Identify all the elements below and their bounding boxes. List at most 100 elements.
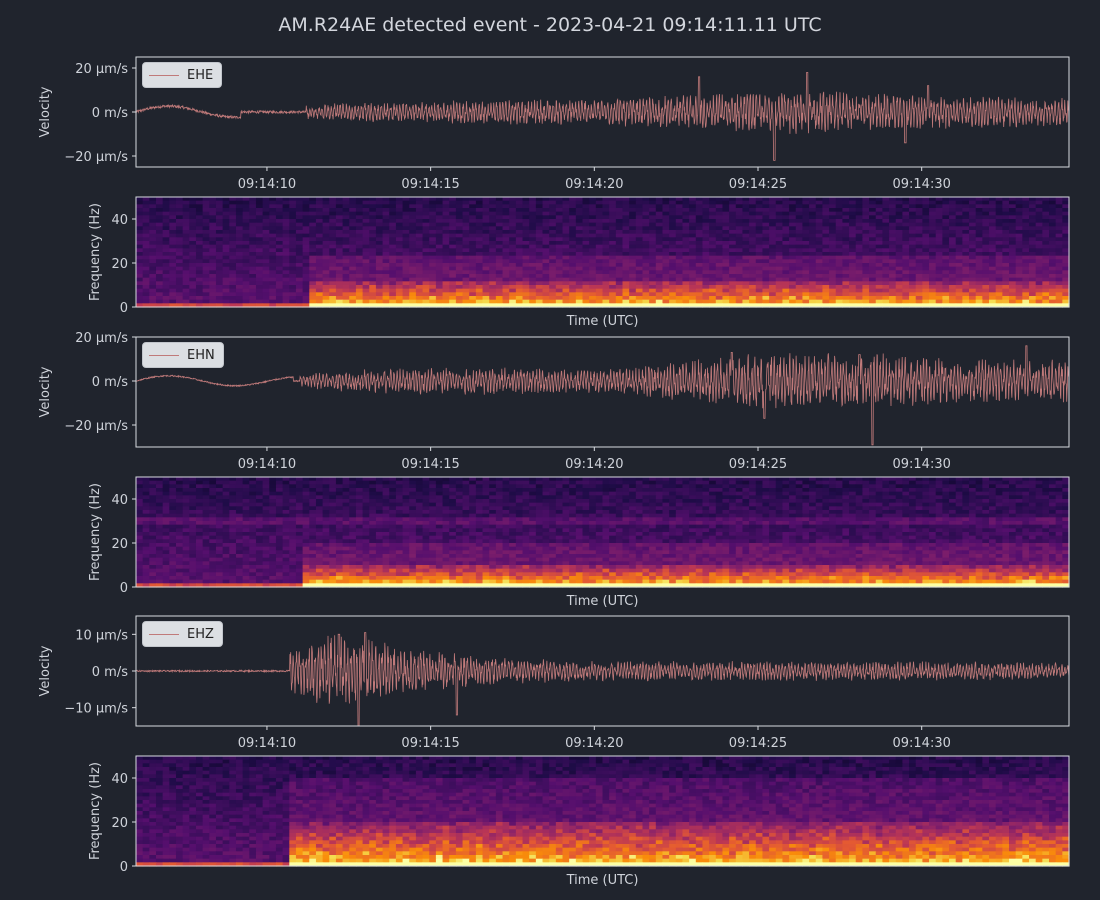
spectrogram-cell [1062, 491, 1070, 496]
spectrogram-cell [675, 230, 684, 235]
spectrogram-cell [169, 211, 177, 216]
spectrogram-cell [149, 477, 157, 482]
spectrogram-cell [382, 244, 390, 249]
spectrogram-cell [842, 237, 850, 242]
spectrogram-cell [909, 200, 917, 205]
spectrogram-cell [702, 281, 710, 286]
spectrogram-cell [609, 484, 617, 489]
spectrogram-cell [722, 215, 730, 220]
spectrogram-cell [469, 244, 477, 249]
spectrogram-cell [582, 266, 590, 271]
spectrogram-cell [215, 255, 224, 260]
spectrogram-cell [675, 237, 684, 242]
spectrogram-cell [855, 491, 863, 496]
spectrogram-cell [829, 299, 837, 304]
spectrogram-cell [1049, 263, 1057, 268]
spectrogram-cell [1015, 241, 1023, 246]
spectrogram-cell [742, 259, 750, 264]
spectrogram-cell [575, 484, 584, 489]
spectrogram-cell [909, 255, 917, 260]
spectrogram-cell [429, 226, 437, 231]
spectrogram-cell [795, 255, 804, 260]
spectrogram-cell [989, 222, 997, 227]
spectrogram-cell [655, 241, 664, 246]
spectrogram-cell [209, 211, 217, 216]
spectrogram-cell [942, 233, 950, 238]
spectrogram-cell [775, 266, 784, 271]
spectrogram-cell [842, 219, 850, 224]
spectrogram-cell [882, 244, 890, 249]
spectrogram-cell [409, 215, 417, 220]
spectrogram-cell [402, 204, 410, 209]
spectrogram-cell [136, 480, 144, 485]
spectrogram-cell [709, 491, 717, 496]
spectrogram-cell [1015, 200, 1023, 205]
spectrogram-cell [1022, 211, 1030, 216]
spectrogram-cell [1049, 222, 1057, 227]
spectrogram-cell [489, 480, 497, 485]
spectrogram-cell [655, 480, 664, 485]
spectrogram-cell [949, 211, 957, 216]
spectrogram-cell [875, 491, 883, 496]
spectrogram-cell [715, 491, 724, 496]
spectrogram-cell [822, 204, 830, 209]
spectrogram-cell [675, 277, 684, 282]
spectrogram-cell [402, 274, 410, 279]
spectrogram-cell [609, 274, 617, 279]
spectrogram-cell [535, 270, 544, 275]
spectrogram-cell [495, 277, 504, 282]
spectrogram-cell [449, 226, 457, 231]
spectrogram-cell [802, 299, 810, 304]
spectrogram-cell [929, 200, 937, 205]
spectrogram-cell [669, 230, 677, 235]
spectrogram-cell [989, 197, 997, 202]
spectrogram-cell [569, 477, 577, 482]
spectrogram-cell [742, 480, 750, 485]
spectrogram-cell [309, 222, 317, 227]
spectrogram-cell [189, 211, 197, 216]
spectrogram-cell [722, 233, 730, 238]
spectrogram-cell [229, 263, 237, 268]
spectrogram-cell [415, 292, 424, 297]
spectrogram-cell [302, 241, 310, 246]
spectrogram-cell [575, 299, 584, 304]
spectrogram-cell [282, 266, 290, 271]
spectrogram-cell [555, 211, 564, 216]
spectrogram-cell [302, 252, 310, 257]
spectrogram-cell [689, 248, 697, 253]
spectrogram-cell [389, 299, 397, 304]
spectrogram-cell [609, 255, 617, 260]
spectrogram-cell [189, 281, 197, 286]
spectrogram-cell [969, 274, 977, 279]
spectrogram-cell [1009, 222, 1017, 227]
spectrogram-cell [895, 296, 903, 301]
spectrogram-cell [622, 259, 630, 264]
spectrogram-cell [929, 219, 937, 224]
spectrogram-cell [549, 491, 557, 496]
spectrogram-cell [355, 200, 364, 205]
spectrogram-cell [495, 285, 504, 290]
spectrogram-cell [855, 259, 863, 264]
spectrogram-cell [649, 215, 657, 220]
spectrogram-cell [609, 477, 617, 482]
spectrogram-cell [709, 259, 717, 264]
spectrogram-cell [369, 296, 377, 301]
spectrogram-cell [729, 252, 737, 257]
spectrogram-cell [1042, 296, 1050, 301]
spectrogram-cell [582, 255, 590, 260]
spectrogram-cell [569, 259, 577, 264]
spectrogram-cell [309, 244, 317, 249]
spectrogram-cell [435, 248, 444, 253]
spectrogram-cell [275, 288, 284, 293]
spectrogram-cell [909, 226, 917, 231]
spectrogram-cell [329, 480, 337, 485]
spectrogram-cell [782, 488, 790, 493]
spectrogram-cell [755, 285, 764, 290]
spectrogram-cell [342, 277, 350, 282]
spectrogram-cell [622, 488, 630, 493]
spectrogram-cell [136, 252, 144, 257]
spectrogram-cell [222, 200, 230, 205]
spectrogram-cell [389, 488, 397, 493]
spectrogram-cell [642, 248, 650, 253]
spectrogram-cell [462, 204, 470, 209]
